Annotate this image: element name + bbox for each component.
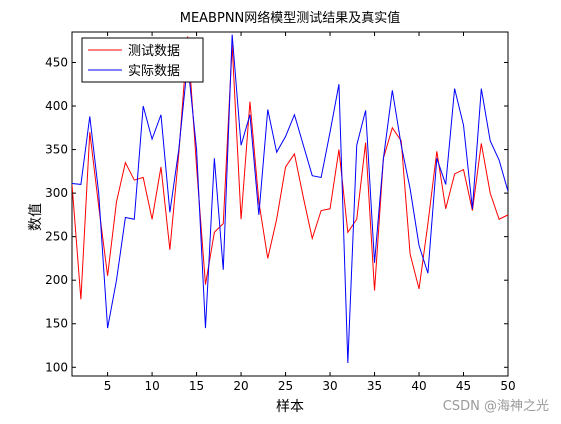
x-tick-label: 50 bbox=[500, 379, 515, 393]
series-line-test bbox=[72, 36, 508, 300]
y-tick-label: 150 bbox=[45, 317, 68, 331]
x-tick-label: 30 bbox=[322, 379, 337, 393]
legend-label-actual: 实际数据 bbox=[128, 64, 180, 79]
x-tick-label: 5 bbox=[104, 379, 112, 393]
x-tick-label: 35 bbox=[367, 379, 382, 393]
y-tick-label: 350 bbox=[45, 143, 68, 157]
x-tick-label: 15 bbox=[189, 379, 204, 393]
x-tick-label: 10 bbox=[144, 379, 159, 393]
x-tick-label: 40 bbox=[411, 379, 426, 393]
x-axis-label: 样本 bbox=[276, 399, 304, 415]
x-tick-label: 45 bbox=[456, 379, 471, 393]
series-lines bbox=[72, 34, 508, 363]
y-tick-label: 100 bbox=[45, 360, 68, 374]
y-tick-label: 450 bbox=[45, 55, 68, 69]
legend-box bbox=[81, 37, 204, 83]
y-tick-label: 250 bbox=[45, 230, 68, 244]
x-tick-label: 25 bbox=[278, 379, 293, 393]
axis-ticks: 5 10 15 20 25 30 35 40 45 50 100 150 200 250 300 350 400… bbox=[45, 32, 516, 393]
legend: 测试数据 实际数据 bbox=[81, 37, 204, 83]
x-tick-label: 20 bbox=[233, 379, 248, 393]
legend-label-test: 测试数据 bbox=[128, 44, 180, 59]
y-tick-label: 200 bbox=[45, 273, 68, 287]
series-line-actual bbox=[72, 34, 508, 363]
chart-title: MEABPNN网络模型测试结果及真实值 bbox=[180, 10, 401, 26]
watermark: CSDN @海神之光 bbox=[442, 399, 549, 414]
y-tick-label: 300 bbox=[45, 186, 68, 200]
y-axis-label: 数值 bbox=[28, 203, 44, 231]
y-tick-label: 400 bbox=[45, 99, 68, 113]
plot-area bbox=[71, 31, 509, 377]
